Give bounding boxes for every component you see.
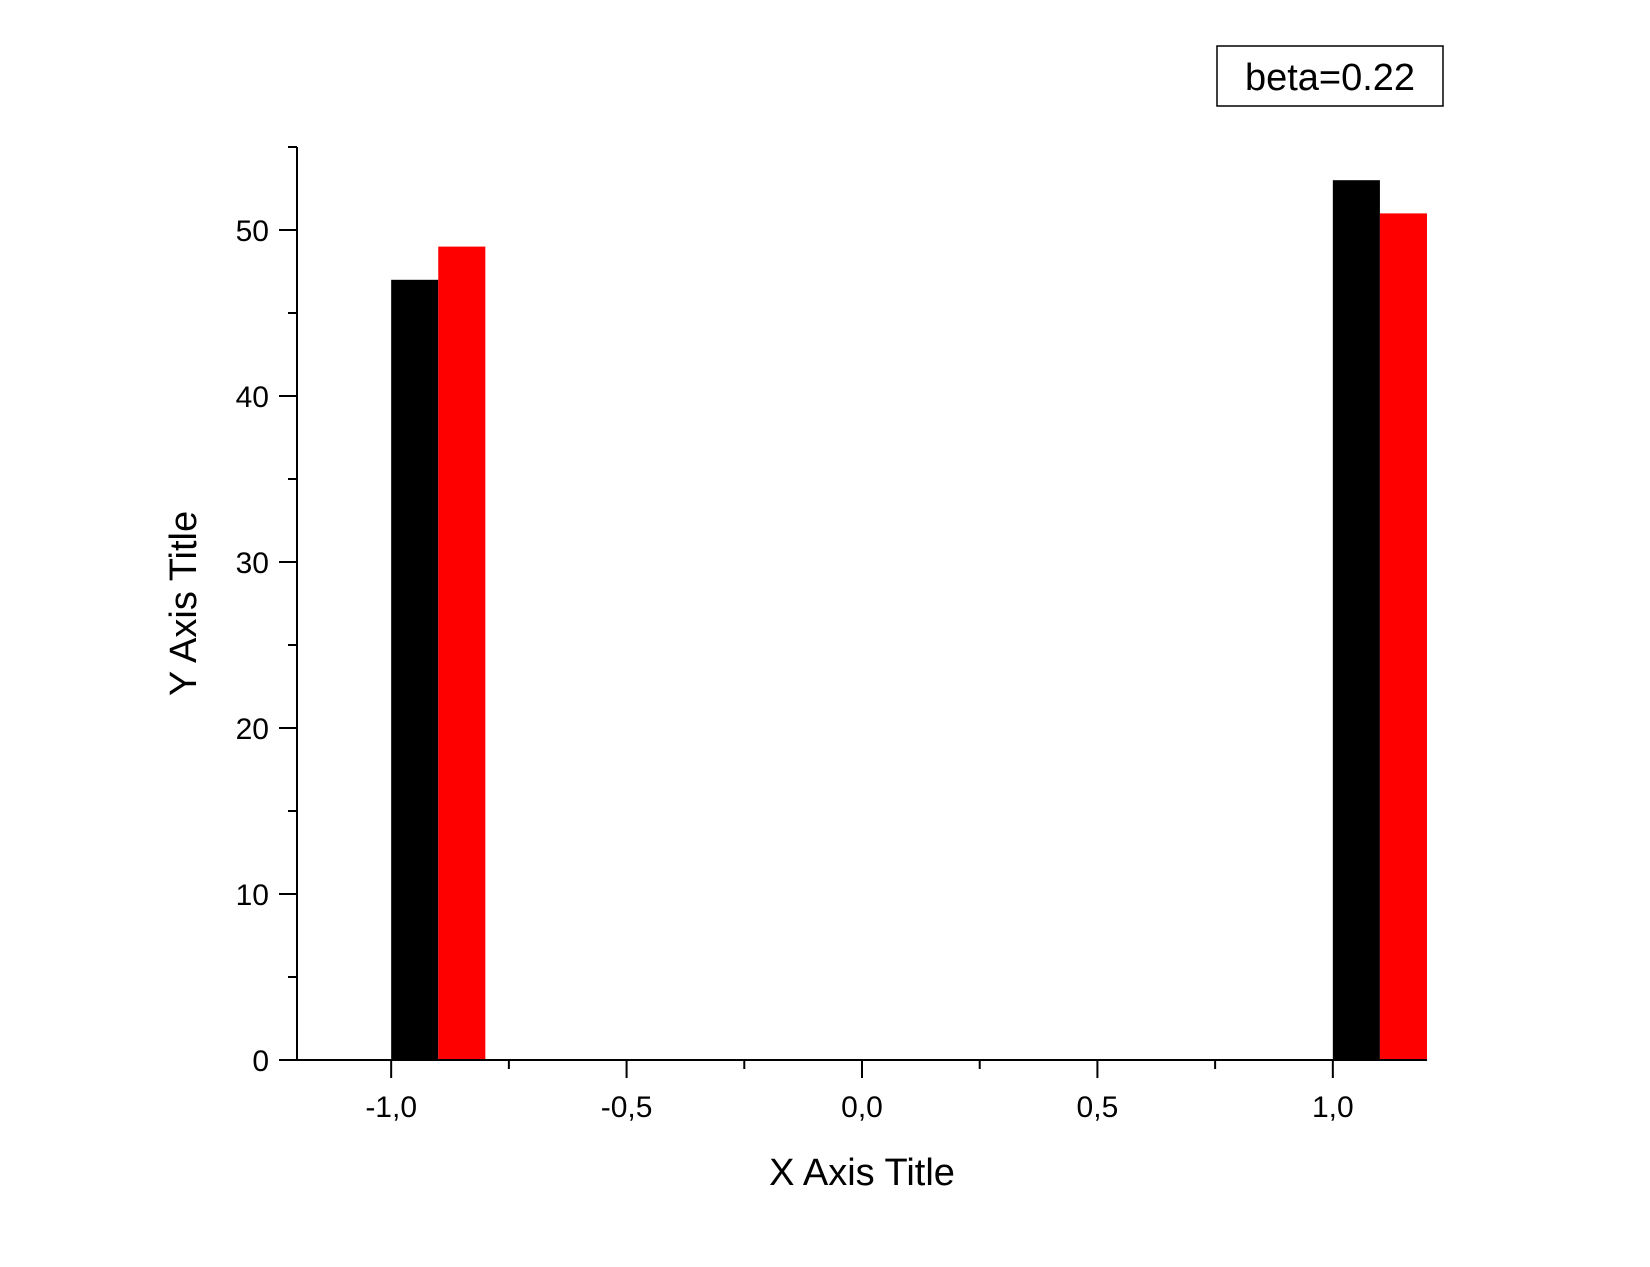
x-tick-label: -1,0: [365, 1091, 417, 1124]
bar-series-1-x--1: [391, 279, 439, 1060]
y-tick-label: 50: [236, 215, 269, 248]
annotation-box: beta=0.22: [1216, 45, 1444, 107]
y-tick-label: 20: [236, 713, 269, 746]
y-tick-label: 30: [236, 547, 269, 580]
y-tick-label: 0: [252, 1045, 269, 1078]
annotation-frame: [1216, 45, 1444, 107]
annotation-text: beta=0.22: [1245, 57, 1415, 99]
y-tick-label: 10: [236, 879, 269, 912]
x-tick-label: 0,5: [1077, 1091, 1119, 1124]
y-tick-label: 40: [236, 381, 269, 414]
y-axis-ticks: 0 10 20 30 40 50: [236, 146, 297, 1078]
bar-series-2-x-1.1: [1379, 213, 1427, 1060]
x-axis-title: X Axis Title: [769, 1152, 955, 1194]
x-tick-label: -0,5: [601, 1091, 653, 1124]
x-tick-label: 1,0: [1312, 1091, 1354, 1124]
x-axis-ticks: -1,0 -0,5 0,0 0,5 1,0: [365, 1060, 1354, 1124]
bars-layer: [391, 180, 1427, 1061]
bar-series-2-x--0.9: [438, 246, 486, 1061]
bar-series-1-x-1: [1332, 180, 1380, 1060]
y-axis-title: Y Axis Title: [163, 511, 205, 696]
x-tick-label: 0,0: [841, 1091, 883, 1124]
